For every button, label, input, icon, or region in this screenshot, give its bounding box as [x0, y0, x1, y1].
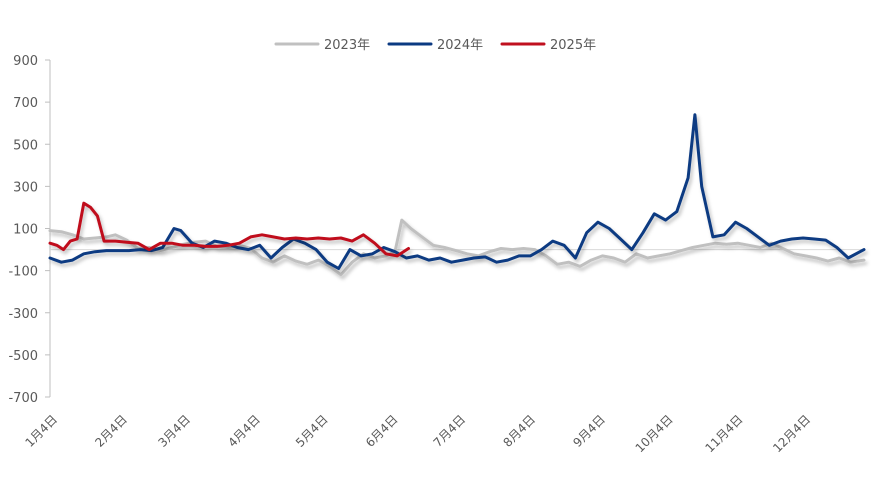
- x-tick-label: 12月4日: [770, 412, 813, 455]
- x-tick-label: 6月4日: [363, 412, 401, 450]
- x-tick-label: 8月4日: [500, 412, 538, 450]
- y-tick-label: -500: [8, 349, 38, 364]
- x-tick-label: 9月4日: [570, 412, 608, 450]
- x-tick-label: 11月4日: [703, 412, 746, 455]
- x-tick-label: 3月4日: [155, 412, 193, 450]
- y-tick-label: -300: [8, 307, 38, 322]
- y-axis: 900 700 500 300 100 -100 -300 -500 -700: [8, 54, 864, 406]
- x-tick-label: 10月4日: [633, 412, 676, 455]
- x-tick-label: 2月4日: [92, 412, 130, 450]
- x-axis: 1月4日 2月4日 3月4日 4月4日 5月4日 6月4日 7月4日 8月4日 9月4日 10月4…: [22, 412, 813, 455]
- y-tick-label: 900: [13, 54, 38, 69]
- x-tick-label: 5月4日: [293, 412, 331, 450]
- y-tick-label: -700: [8, 391, 38, 406]
- legend-label-1: 2023年: [324, 38, 370, 53]
- series-line-1: [48, 218, 866, 277]
- y-tick-label: 100: [13, 223, 38, 238]
- series-group: [48, 113, 866, 277]
- legend: 2023年 2024年 2025年: [274, 38, 596, 53]
- series-line-3: [48, 201, 410, 258]
- y-tick-label: -100: [8, 265, 38, 280]
- x-tick-label: 4月4日: [225, 412, 263, 450]
- legend-label-3: 2025年: [550, 38, 596, 53]
- y-tick-label: 500: [13, 138, 38, 153]
- x-tick-label: 7月4日: [431, 412, 469, 450]
- y-tick-label: 700: [13, 96, 38, 111]
- legend-label-2: 2024年: [437, 38, 483, 53]
- y-tick-label: 300: [13, 180, 38, 195]
- series-line-2: [48, 113, 866, 270]
- x-tick-label: 1月4日: [22, 412, 60, 450]
